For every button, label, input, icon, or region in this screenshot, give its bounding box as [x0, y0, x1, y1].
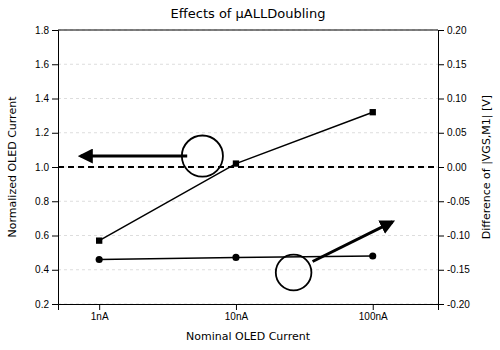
tick: -0.15: [438, 264, 470, 275]
tick-label: 1nA: [91, 311, 109, 322]
tick-mark: [438, 201, 444, 202]
grid-line: [58, 98, 438, 99]
tick: 0.20: [438, 25, 467, 36]
tick: 1.6: [35, 59, 58, 70]
reference-line: [58, 166, 438, 168]
title: Effects of μALLDoubling: [171, 6, 326, 21]
axis-line: [59, 305, 439, 311]
tick-label: 0.2: [35, 299, 49, 310]
tick: 1.2: [35, 127, 58, 138]
tick-label: 0.8: [35, 196, 49, 207]
axis-line: [52, 31, 59, 305]
annotation-arrow: [81, 155, 187, 158]
tick-mark: [438, 133, 444, 134]
y-axis-label: Normalized OLED Current: [6, 96, 19, 238]
tick: 0.10: [438, 93, 467, 104]
frame: [58, 30, 438, 31]
grid-line: [58, 235, 438, 236]
tick: 0.2: [35, 299, 58, 310]
tick: 0.15: [438, 59, 467, 70]
chart: 1nA 10nA 100nA 0.2 0.4 0.6 0.8 1.0 1.2 1.4 1.6 1.8 -…: [0, 0, 500, 350]
tick-mark: [438, 304, 444, 305]
tick-mark: [52, 64, 58, 65]
point: [232, 254, 239, 261]
tick-mark: [236, 304, 237, 310]
data-group: [58, 109, 438, 263]
tick: -0.05: [438, 196, 470, 207]
grid-line: [58, 201, 438, 202]
tick-label: 1.8: [35, 25, 49, 36]
x-axis-label: Nominal OLED Current: [186, 330, 311, 343]
plot-area: 1nA 10nA 100nA 0.2 0.4 0.6 0.8 1.0 1.2 1.4 1.6 1.8 -…: [35, 25, 470, 322]
tick: 100nA: [359, 304, 388, 322]
tick: 0.8: [35, 196, 58, 207]
tick: 0.00: [438, 162, 467, 173]
tick-label: 0.20: [447, 25, 467, 36]
y-axis: 0.2 0.4 0.6 0.8 1.0 1.2 1.4 1.6 1.8: [35, 25, 58, 310]
tick: -0.20: [438, 299, 470, 310]
tick-mark: [52, 133, 58, 134]
tick: 10nA: [225, 304, 249, 322]
tick-label: 0.6: [35, 230, 49, 241]
tick-label: 0.15: [447, 59, 467, 70]
tick-mark: [52, 30, 58, 31]
point: [96, 256, 103, 263]
annotation-circle: [276, 255, 312, 291]
grid: [58, 30, 438, 304]
series-line: [99, 112, 373, 240]
y2-axis: -0.20 -0.15 -0.10 -0.05 0.00 0.05 0.10 0.15 0.20: [438, 25, 470, 310]
tick-mark: [52, 236, 58, 237]
tick-label: 10nA: [225, 311, 249, 322]
tick-mark: [99, 304, 100, 310]
tick-label: 0.00: [447, 162, 467, 173]
tick-label: 1.2: [35, 127, 49, 138]
tick-mark: [438, 167, 444, 168]
tick-mark: [373, 304, 374, 310]
tick-mark: [52, 304, 58, 305]
grid-line: [58, 30, 438, 31]
tick-label: 0.4: [35, 264, 49, 275]
tick: 0.05: [438, 127, 467, 138]
tick-label: 1.4: [35, 93, 49, 104]
tick-mark: [52, 167, 58, 168]
tick-mark: [438, 270, 444, 271]
tick-label: 0.05: [447, 127, 467, 138]
annotation-circle: [182, 135, 223, 176]
tick: 0.6: [35, 230, 58, 241]
tick: 1.4: [35, 93, 58, 104]
y2-axis-label: Difference of |VGS,M1| [V]: [480, 95, 493, 239]
tick-mark: [52, 201, 58, 202]
tick-mark: [438, 64, 444, 65]
point: [370, 109, 376, 115]
tick: 0.4: [35, 264, 58, 275]
x-axis: 1nA 10nA 100nA: [59, 304, 439, 322]
tick-mark: [52, 270, 58, 271]
tick-label: 0.10: [447, 93, 467, 104]
annotations: [81, 135, 393, 290]
grid-line: [58, 132, 438, 133]
annotation-arrow: [313, 222, 393, 262]
tick-label: -0.05: [447, 196, 470, 207]
tick-mark: [438, 236, 444, 237]
tick-mark: [438, 30, 444, 31]
tick: 1.0: [35, 162, 58, 173]
tick-mark: [52, 99, 58, 100]
tick-label: 1.6: [35, 59, 49, 70]
tick-mark: [438, 99, 444, 100]
axis-line: [439, 31, 445, 305]
tick: -0.10: [438, 230, 470, 241]
tick-label: -0.10: [447, 230, 470, 241]
point: [96, 237, 102, 243]
tick: 1nA: [91, 304, 109, 322]
point: [369, 252, 376, 259]
tick-label: 1.0: [35, 162, 49, 173]
tick-label: 100nA: [359, 311, 388, 322]
point: [233, 160, 239, 166]
tick-label: -0.20: [447, 299, 470, 310]
grid-line: [58, 269, 438, 270]
tick: 1.8: [35, 25, 58, 36]
grid-line: [58, 64, 438, 65]
grid-line: [58, 167, 438, 168]
tick-label: -0.15: [447, 264, 470, 275]
